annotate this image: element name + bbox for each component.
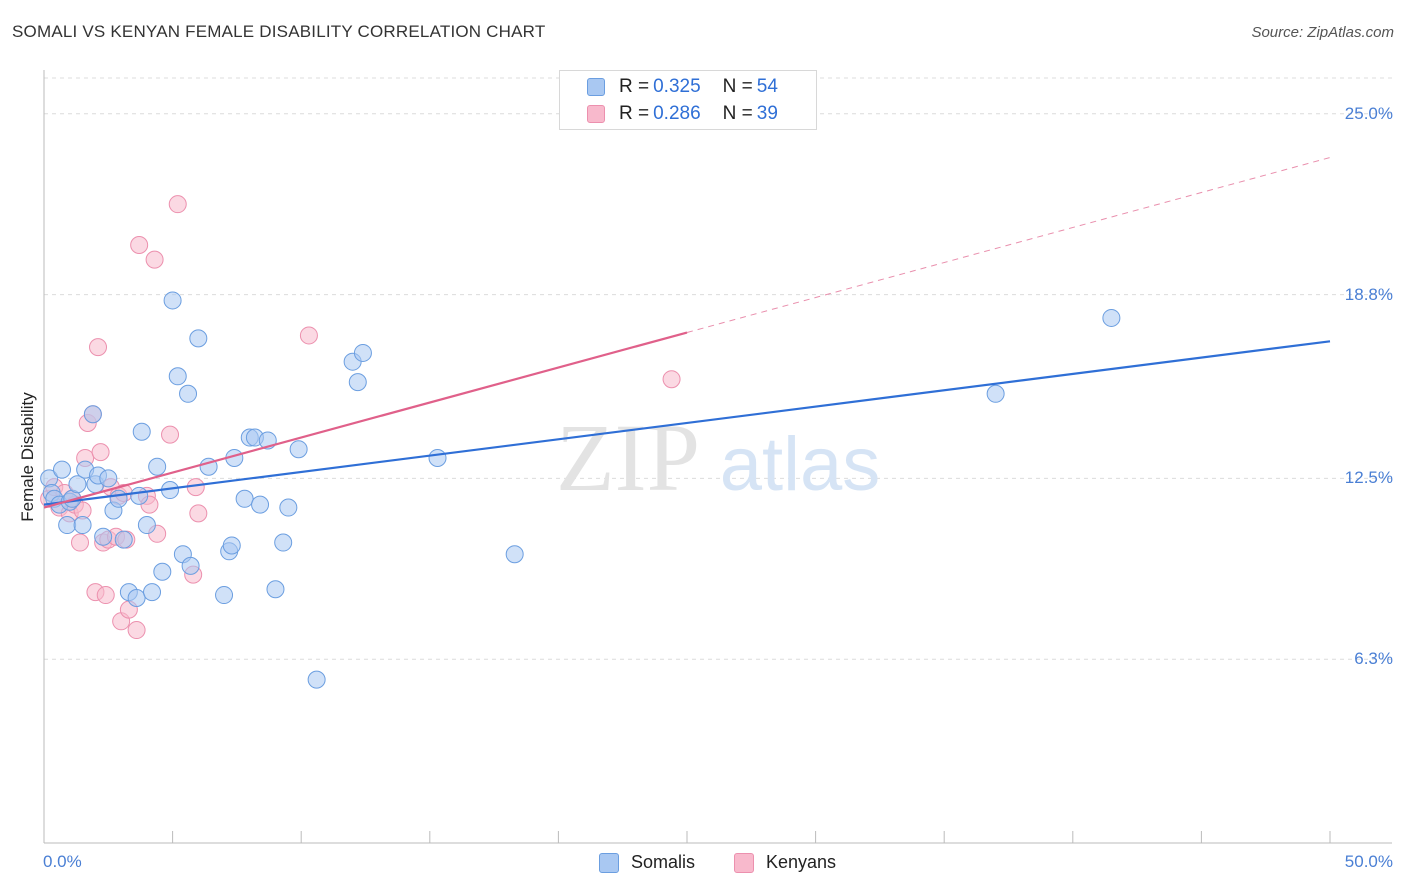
kenyan-r-label: R = <box>619 103 650 124</box>
somali-swatch <box>587 78 605 96</box>
bottom-legend-kenyan: Kenyans <box>734 852 836 873</box>
y-tick-label: 12.5% <box>1344 468 1393 488</box>
kenyan-point <box>96 586 115 605</box>
grid-lines <box>44 77 1392 660</box>
x-tick-max: 50.0% <box>1344 852 1393 871</box>
kenyan-point <box>127 621 146 640</box>
kenyan-point <box>662 370 681 389</box>
somali-point <box>127 588 146 607</box>
somali-point <box>132 422 151 441</box>
y-tick-label: 6.3% <box>1354 649 1393 669</box>
somali-point <box>109 489 128 508</box>
kenyan-point <box>89 338 108 357</box>
chart-title: SOMALI VS KENYAN FEMALE DISABILITY CORRE… <box>12 22 546 41</box>
somali-r-label: R = <box>619 76 650 97</box>
somali-trend-line <box>43 340 1331 506</box>
somali-point <box>279 498 298 517</box>
y-tick-label: 25.0% <box>1344 103 1393 123</box>
somali-point <box>266 580 285 599</box>
somali-point <box>307 670 326 689</box>
watermark-atlas: atlas <box>720 422 881 507</box>
somali-point <box>215 586 234 605</box>
somali-point <box>986 384 1005 403</box>
kenyan-point <box>189 504 208 523</box>
bottom-somali-label: Somalis <box>631 852 696 872</box>
somali-point <box>163 291 182 310</box>
kenyan-n-label: N = <box>722 103 753 124</box>
somali-point <box>289 440 308 459</box>
somali-point <box>274 533 293 552</box>
somali-point <box>94 527 113 546</box>
x-tick-min: 0.0% <box>43 852 82 871</box>
bottom-legend-somali: Somalis <box>599 852 695 873</box>
somali-point <box>99 469 118 488</box>
kenyan-swatch <box>587 105 605 123</box>
somali-point <box>222 536 241 555</box>
somali-point <box>348 373 367 392</box>
somali-point <box>179 384 198 403</box>
somali-n-value: 54 <box>756 76 778 97</box>
bottom-somali-swatch <box>599 852 619 873</box>
somali-point <box>189 329 208 348</box>
y-tick-label: 18.8% <box>1344 284 1393 304</box>
somali-point <box>353 343 372 362</box>
source-label: Source: ZipAtlas.com <box>1251 24 1394 41</box>
somali-point <box>505 545 524 564</box>
somali-point <box>235 489 254 508</box>
somali-n-label: N = <box>722 76 753 97</box>
somali-point <box>53 460 72 479</box>
somali-point <box>58 516 77 535</box>
kenyan-point <box>71 533 90 552</box>
legend-row-kenyan: R = 0.286 N = 39 <box>587 103 778 125</box>
somali-point <box>143 583 162 602</box>
somali-r-value: 0.325 <box>653 76 701 97</box>
bottom-kenyan-label: Kenyans <box>766 852 837 872</box>
somali-point <box>114 530 133 549</box>
bottom-kenyan-swatch <box>734 852 754 873</box>
somali-point <box>181 556 200 575</box>
somali-point <box>73 516 92 535</box>
kenyan-trend-line <box>43 331 688 509</box>
kenyan-r-value: 0.286 <box>653 103 701 124</box>
somali-point <box>428 448 447 467</box>
kenyan-trend-extension <box>686 157 1331 334</box>
watermark-zip: ZIP <box>556 404 700 511</box>
somali-point <box>153 562 172 581</box>
correlation-legend: R = 0.325 N = 54 R = 0.286 N = 39 <box>559 70 817 130</box>
kenyan-point <box>161 425 180 444</box>
kenyan-point <box>168 195 187 214</box>
somali-point <box>1102 308 1121 327</box>
kenyan-n-value: 39 <box>756 103 778 124</box>
somali-point <box>83 405 102 424</box>
legend-row-somali: R = 0.325 N = 54 <box>587 76 778 98</box>
somali-point <box>148 457 167 476</box>
somali-point <box>251 495 270 514</box>
kenyan-point <box>145 250 164 269</box>
trend-lines <box>43 157 1331 509</box>
kenyan-point <box>91 443 110 462</box>
axes <box>43 70 1392 844</box>
somali-point <box>168 367 187 386</box>
somali-point <box>130 486 149 505</box>
somali-point <box>137 516 156 535</box>
watermark: ZIP atlas <box>556 404 880 511</box>
kenyan-point <box>299 326 318 345</box>
somali-point <box>68 475 87 494</box>
kenyan-point <box>130 236 149 255</box>
